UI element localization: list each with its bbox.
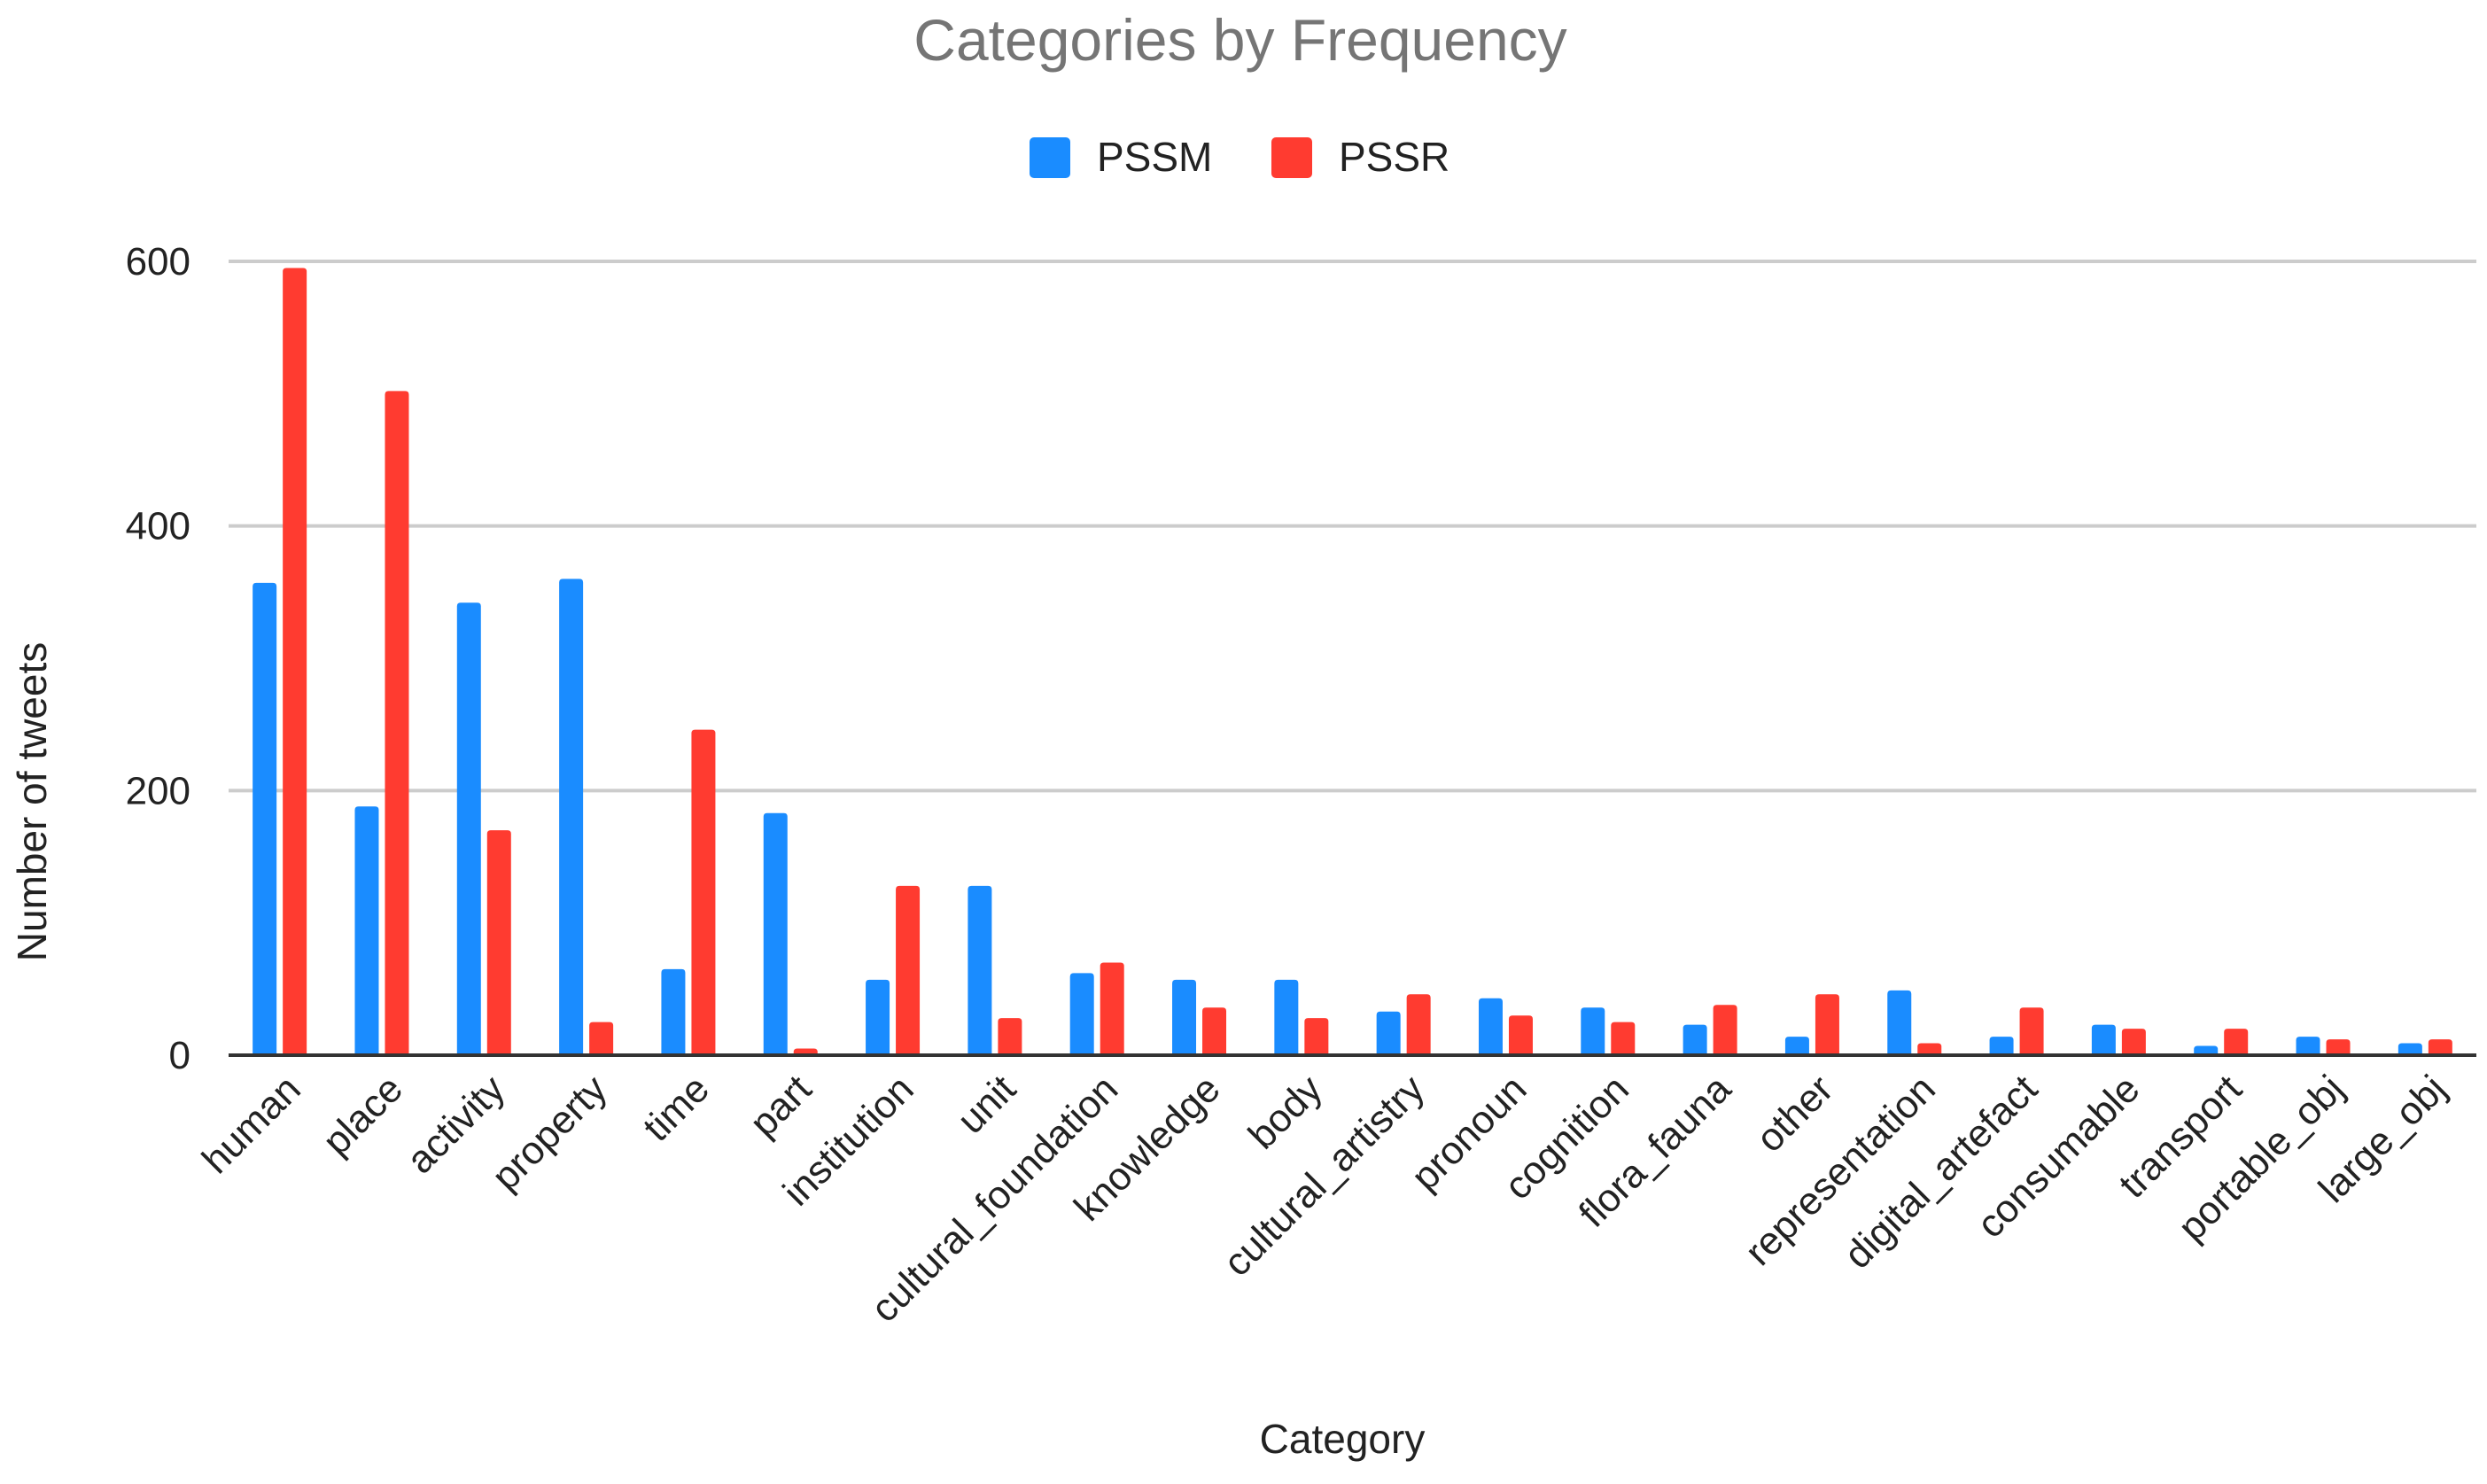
- bar-pssr-property: [589, 1022, 614, 1055]
- bar-pssm-pronoun: [1478, 998, 1503, 1055]
- bar-pssm-other: [1784, 1037, 1809, 1055]
- bar-pssm-cultural_artistry: [1376, 1011, 1401, 1055]
- bar-pssm-representation: [1887, 990, 1912, 1055]
- bar-pssr-large_obj: [2428, 1039, 2452, 1055]
- bar-pssr-flora_fauna: [1713, 1005, 1737, 1055]
- bar-pssm-institution: [866, 979, 890, 1055]
- bar-pssm-cognition: [1581, 1007, 1605, 1055]
- x-tick-label: part: [742, 1067, 820, 1145]
- bar-pssr-consumable: [2121, 1029, 2146, 1055]
- bar-pssr-body: [1304, 1018, 1329, 1055]
- chart-title: Categories by Frequency: [913, 7, 1566, 73]
- legend-swatch-pssm: [1030, 137, 1070, 178]
- bar-pssm-place: [354, 806, 379, 1055]
- bar-pssm-flora_fauna: [1683, 1024, 1707, 1055]
- y-tick-label: 200: [126, 769, 190, 812]
- y-axis-label: Number of tweets: [9, 642, 55, 961]
- y-tick-label: 400: [126, 505, 190, 548]
- bar-pssr-cultural_foundation: [1100, 962, 1124, 1055]
- bar-pssm-property: [559, 579, 584, 1055]
- bar-pssm-large_obj: [2398, 1043, 2422, 1055]
- bar-pssr-activity: [486, 830, 511, 1055]
- bar-pssr-knowledge: [1202, 1007, 1227, 1055]
- x-tick-label: property: [484, 1067, 616, 1199]
- legend-label-pssm: PSSM: [1097, 134, 1212, 180]
- bar-pssm-knowledge: [1172, 979, 1197, 1055]
- gridlines: [229, 260, 2476, 793]
- bar-pssm-portable_obj: [2296, 1037, 2320, 1055]
- bar-pssm-transport: [2194, 1045, 2219, 1055]
- y-axis-ticks: 0 200 400 600: [126, 240, 190, 1077]
- bar-pssr-place: [385, 391, 409, 1055]
- x-tick-label: body: [1240, 1067, 1331, 1157]
- bar-pssr-human: [283, 268, 307, 1055]
- x-tick-label: place: [315, 1067, 411, 1163]
- bar-pssr-pronoun: [1508, 1015, 1533, 1055]
- x-tick-label: other: [1748, 1067, 1842, 1161]
- x-tick-label: unit: [949, 1067, 1024, 1142]
- x-axis-label: Category: [1260, 1416, 1426, 1462]
- bar-pssm-consumable: [2091, 1024, 2116, 1055]
- bars: [253, 268, 2452, 1055]
- bar-pssm-cultural_foundation: [1069, 973, 1094, 1055]
- bar-pssr-portable_obj: [2326, 1039, 2351, 1055]
- legend: PSSM PSSR: [1030, 134, 1449, 180]
- y-tick-label: 0: [169, 1034, 190, 1077]
- bar-pssr-digital_artefact: [2019, 1007, 2044, 1055]
- bar-pssm-body: [1274, 979, 1299, 1055]
- bar-pssr-transport: [2224, 1029, 2249, 1055]
- bar-pssm-human: [253, 582, 277, 1055]
- bar-pssm-time: [661, 968, 686, 1055]
- bar-pssm-activity: [456, 602, 481, 1055]
- bar-pssr-unit: [998, 1018, 1022, 1055]
- bar-pssr-time: [691, 729, 716, 1055]
- y-tick-label: 600: [126, 240, 190, 284]
- legend-swatch-pssr: [1271, 137, 1312, 178]
- x-tick-label: human: [194, 1067, 309, 1182]
- legend-label-pssr: PSSR: [1339, 134, 1449, 180]
- bar-pssm-part: [763, 812, 788, 1055]
- bar-pssr-institution: [896, 885, 921, 1055]
- bar-pssm-digital_artefact: [1989, 1037, 2014, 1055]
- bar-pssm-unit: [968, 885, 992, 1055]
- bar-pssr-cultural_artistry: [1406, 994, 1431, 1055]
- bar-pssr-cognition: [1611, 1022, 1636, 1055]
- x-tick-label: time: [635, 1067, 718, 1149]
- bar-pssr-other: [1815, 994, 1839, 1055]
- bar-pssr-representation: [1917, 1043, 1942, 1055]
